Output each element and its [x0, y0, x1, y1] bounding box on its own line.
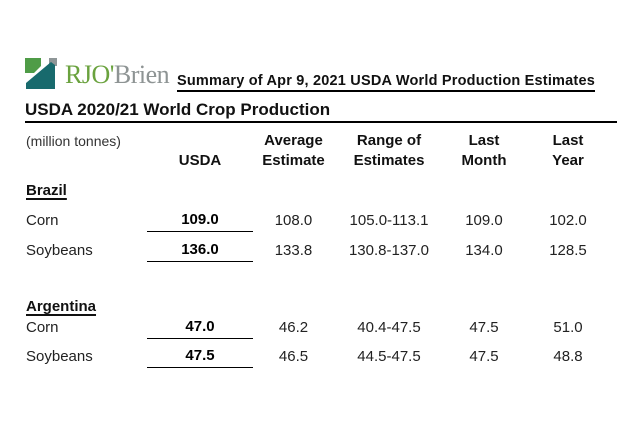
section-header-brazil: Brazil: [26, 182, 67, 199]
report-title: Summary of Apr 9, 2021 USDA World Produc…: [177, 73, 595, 92]
usda-value: 47.5: [147, 347, 253, 368]
units-note: (million tonnes): [26, 133, 121, 149]
crop-production-heading: USDA 2020/21 World Crop Production: [25, 100, 331, 119]
last-year-value: 51.0: [553, 319, 583, 336]
average-estimate-value: 46.5: [278, 348, 309, 365]
table-row-argentina-corn: Corn 47.0 46.2 40.4-47.5 47.5 51.0: [26, 315, 612, 339]
production-table: (million tonnes) USDA Average Estimate R…: [26, 131, 612, 368]
commodity-label: Soybeans: [26, 348, 93, 365]
last-year-value: 48.8: [553, 348, 583, 365]
last-month-value: 134.0: [465, 242, 503, 259]
logo-text-green: RJO': [65, 60, 114, 89]
rjobrien-logo-text: RJO'Brien: [65, 57, 170, 93]
table-row-argentina-soybeans: Soybeans 47.5 46.5 44.5-47.5 47.5 48.8: [26, 345, 612, 368]
logo-text-gray: Brien: [113, 60, 170, 89]
last-month-value: 109.0: [465, 212, 503, 229]
average-estimate-value: 46.2: [278, 319, 309, 336]
range-of-estimates-value: 44.5-47.5: [357, 348, 421, 365]
average-estimate-value: 133.8: [274, 242, 313, 259]
col-header-line: Estimate: [262, 152, 325, 169]
heading-divider: [25, 121, 617, 123]
col-header-line: Year: [552, 152, 584, 169]
rjobrien-logo: RJO'Brien: [25, 57, 170, 93]
last-year-value: 102.0: [549, 212, 587, 229]
col-header-line: Range of: [356, 132, 422, 149]
table-header-row: (million tonnes) USDA Average Estimate R…: [26, 131, 612, 171]
section-header-argentina: Argentina: [26, 298, 97, 315]
col-header-line: Month: [461, 152, 507, 169]
last-year-value: 128.5: [549, 242, 587, 259]
average-estimate-value: 108.0: [274, 212, 313, 229]
last-month-value: 47.5: [469, 319, 499, 336]
last-month-value: 47.5: [469, 348, 499, 365]
commodity-label: Soybeans: [26, 242, 93, 259]
commodity-label: Corn: [26, 319, 59, 336]
table-row-brazil-soybeans: Soybeans 136.0 133.8 130.8-137.0 134.0 1…: [26, 233, 612, 262]
col-header-line: Average: [264, 132, 323, 149]
col-header-line: Estimates: [353, 152, 425, 169]
col-header-line: Last: [552, 132, 584, 149]
col-header-range-of-estimates: Range of Estimates: [334, 131, 444, 171]
col-header-line: Last: [468, 132, 500, 149]
range-of-estimates-value: 105.0-113.1: [349, 212, 429, 229]
usda-value: 109.0: [147, 211, 253, 232]
table-row-brazil-corn: Corn 109.0 108.0 105.0-113.1 109.0 102.0: [26, 203, 612, 232]
col-header-last-year: Last Year: [524, 131, 612, 171]
rjobrien-logo-icon: [25, 58, 57, 89]
range-of-estimates-value: 40.4-47.5: [357, 319, 421, 336]
commodity-label: Corn: [26, 212, 59, 229]
col-header-usda: USDA: [178, 152, 222, 169]
col-header-average-estimate: Average Estimate: [253, 131, 334, 171]
col-header-last-month: Last Month: [444, 131, 524, 171]
usda-value: 47.0: [147, 318, 253, 339]
range-of-estimates-value: 130.8-137.0: [348, 242, 430, 259]
usda-value: 136.0: [147, 241, 253, 262]
